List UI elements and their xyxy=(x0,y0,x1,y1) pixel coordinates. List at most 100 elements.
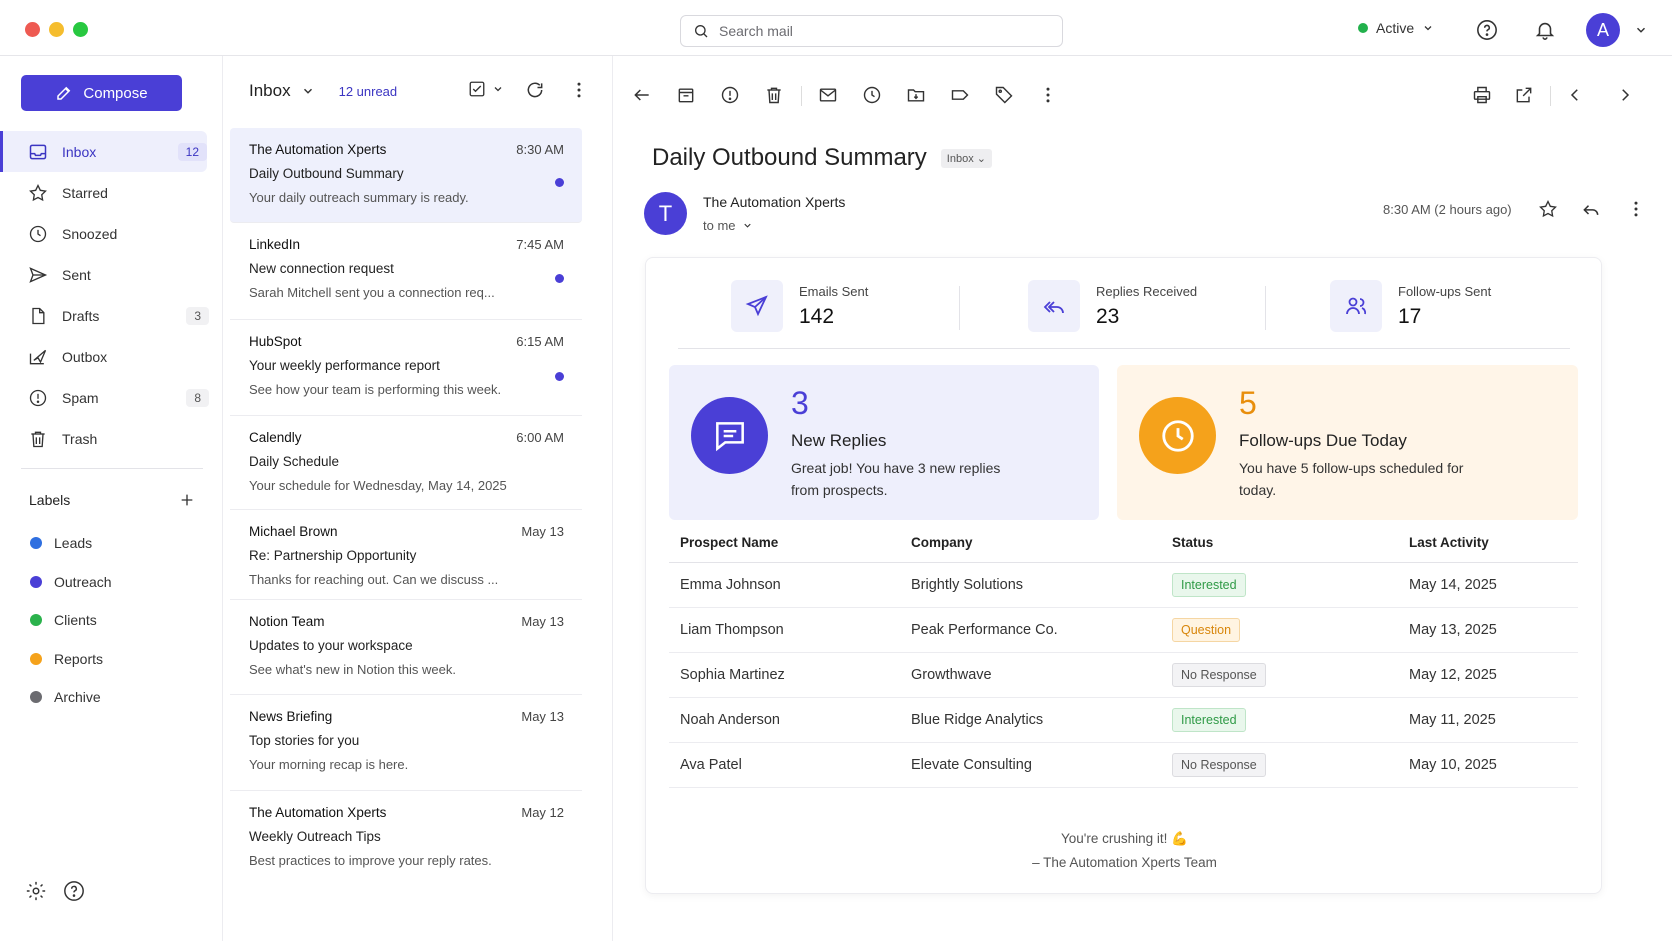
help-icon[interactable] xyxy=(63,880,85,902)
status-dot xyxy=(1358,23,1368,33)
divider xyxy=(678,348,1570,349)
chevron-right-icon[interactable] xyxy=(1612,82,1638,108)
select-all-checkbox[interactable] xyxy=(468,80,504,98)
search-icon xyxy=(693,23,709,39)
sidebar-item-sent[interactable]: Sent xyxy=(0,254,223,295)
avatar[interactable]: A xyxy=(1586,13,1620,47)
snooze-icon[interactable] xyxy=(859,82,885,108)
recipient-toggle[interactable]: to me xyxy=(703,218,753,233)
back-arrow-icon[interactable] xyxy=(629,82,655,108)
mail-preview: Your schedule for Wednesday, May 14, 202… xyxy=(249,478,507,493)
users-icon xyxy=(1330,280,1382,332)
label-item-clients[interactable]: Clients xyxy=(0,601,223,640)
table-row[interactable]: Ava Patel Elevate Consulting No Response… xyxy=(669,742,1578,788)
mail-time: 6:15 AM xyxy=(516,334,564,349)
email-time: 8:30 AM (2 hours ago) xyxy=(1383,202,1512,217)
sidebar-item-label: Outbox xyxy=(62,348,108,365)
folder-tag[interactable]: Inbox ⌄ xyxy=(940,148,992,168)
mail-preview: See what's new in Notion this week. xyxy=(249,662,456,677)
mail-preview: Thanks for reaching out. Can we discuss … xyxy=(249,572,499,587)
label-item-reports[interactable]: Reports xyxy=(0,640,223,679)
sidebar-item-drafts[interactable]: Drafts 3 xyxy=(0,295,223,336)
archive-icon[interactable] xyxy=(673,82,699,108)
minimize-window-button[interactable] xyxy=(49,22,64,37)
mail-time: May 13 xyxy=(521,709,564,724)
status-selector[interactable]: Active xyxy=(1358,20,1434,36)
label-item-outreach[interactable]: Outreach xyxy=(0,563,223,602)
mail-time: May 13 xyxy=(521,524,564,539)
move-to-folder-icon[interactable] xyxy=(903,82,929,108)
sidebar-item-snoozed[interactable]: Snoozed xyxy=(0,213,223,254)
open-in-new-icon[interactable] xyxy=(1511,82,1537,108)
chevron-down-icon[interactable] xyxy=(1628,17,1654,43)
folder-title[interactable]: Inbox xyxy=(249,81,291,100)
tag-icon[interactable] xyxy=(991,82,1017,108)
send-icon xyxy=(28,265,48,285)
prospect-name: Emma Johnson xyxy=(669,562,900,608)
email-subject: Daily Outbound Summary Inbox ⌄ xyxy=(652,144,992,172)
promo-body: Great job! You have 3 new replies from p… xyxy=(791,460,1001,498)
reply-icon[interactable] xyxy=(1578,196,1604,222)
label-icon[interactable] xyxy=(947,82,973,108)
star-icon[interactable] xyxy=(1535,196,1561,222)
unread-count: 12 xyxy=(177,142,207,161)
chevron-down-icon[interactable] xyxy=(301,84,315,98)
compose-button[interactable]: Compose xyxy=(21,75,182,111)
label-item-leads[interactable]: Leads xyxy=(0,524,223,563)
label-name: Leads xyxy=(54,535,93,552)
maximize-window-button[interactable] xyxy=(73,22,88,37)
promo-body: You have 5 follow-ups scheduled for toda… xyxy=(1239,460,1464,498)
mail-item[interactable]: The Automation Xperts 8:30 AM Daily Outbo… xyxy=(230,128,582,223)
more-vertical-icon[interactable] xyxy=(1035,82,1061,108)
status-label: Active xyxy=(1376,20,1415,36)
stat-label: Emails Sent xyxy=(799,283,869,299)
sidebar-item-outbox[interactable]: Outbox xyxy=(0,336,223,377)
prospect-name: Sophia Martinez xyxy=(669,652,900,698)
sender-name: The Automation Xperts xyxy=(703,194,846,210)
mail-item[interactable]: HubSpot 6:15 AM Your weekly performance r… xyxy=(230,320,582,416)
label-dot xyxy=(30,691,42,704)
mark-unread-icon[interactable] xyxy=(815,82,841,108)
mail-item[interactable]: Michael Brown May 13 Re: Partnership Oppo… xyxy=(230,510,582,600)
trash-icon[interactable] xyxy=(761,82,787,108)
label-name: Reports xyxy=(54,650,104,667)
help-icon[interactable] xyxy=(1474,17,1500,43)
label-name: Outreach xyxy=(54,573,112,590)
sidebar-item-trash[interactable]: Trash xyxy=(0,418,223,459)
reading-pane: Daily Outbound Summary Inbox ⌄ T The Aut… xyxy=(613,56,1672,941)
label-item-archive[interactable]: Archive xyxy=(0,678,223,717)
more-vertical-icon[interactable] xyxy=(1623,196,1649,222)
mail-item[interactable]: Notion Team May 13 Updates to your worksp… xyxy=(230,600,582,695)
plus-icon[interactable] xyxy=(179,492,195,508)
print-icon[interactable] xyxy=(1469,82,1495,108)
mail-sender: The Automation Xperts xyxy=(249,805,387,820)
mail-item[interactable]: The Automation Xperts May 12 Weekly Outre… xyxy=(230,791,582,941)
table-row[interactable]: Noah Anderson Blue Ridge Analytics Inter… xyxy=(669,697,1578,743)
avatar-letter: A xyxy=(1596,19,1609,40)
stat-label: Replies Received xyxy=(1096,283,1198,299)
table-row[interactable]: Emma Johnson Brightly Solutions Interest… xyxy=(669,562,1578,608)
chevron-left-icon[interactable] xyxy=(1562,82,1588,108)
mail-item[interactable]: LinkedIn 7:45 AM New connection request S… xyxy=(230,223,582,320)
prospect-name: Liam Thompson xyxy=(669,607,900,653)
search-bar[interactable] xyxy=(680,15,1063,47)
report-spam-icon[interactable] xyxy=(717,82,743,108)
search-input[interactable] xyxy=(719,23,1039,39)
refresh-icon[interactable] xyxy=(525,80,545,100)
mail-item[interactable]: Calendly 6:00 AM Daily Schedule Your sche… xyxy=(230,416,582,510)
mail-sender: LinkedIn xyxy=(249,237,301,252)
gear-icon[interactable] xyxy=(25,880,47,902)
table-row[interactable]: Liam Thompson Peak Performance Co. Quest… xyxy=(669,607,1578,653)
sidebar-item-spam[interactable]: Spam 8 xyxy=(0,377,223,418)
table-row[interactable]: Sophia Martinez Growthwave No Response M… xyxy=(669,652,1578,698)
stat-emails-sent: Emails Sent 142 xyxy=(731,280,868,332)
more-vertical-icon[interactable] xyxy=(569,80,589,100)
sidebar-item-starred[interactable]: Starred xyxy=(0,172,223,213)
label-dot xyxy=(30,537,42,550)
close-window-button[interactable] xyxy=(25,22,40,37)
toolbar-divider xyxy=(801,86,802,106)
sidebar-item-inbox[interactable]: Inbox 12 xyxy=(0,131,207,172)
mail-subject: Weekly Outreach Tips xyxy=(249,829,381,844)
bell-icon[interactable] xyxy=(1532,17,1558,43)
mail-item[interactable]: News Briefing May 13 Top stories for you … xyxy=(230,695,582,791)
